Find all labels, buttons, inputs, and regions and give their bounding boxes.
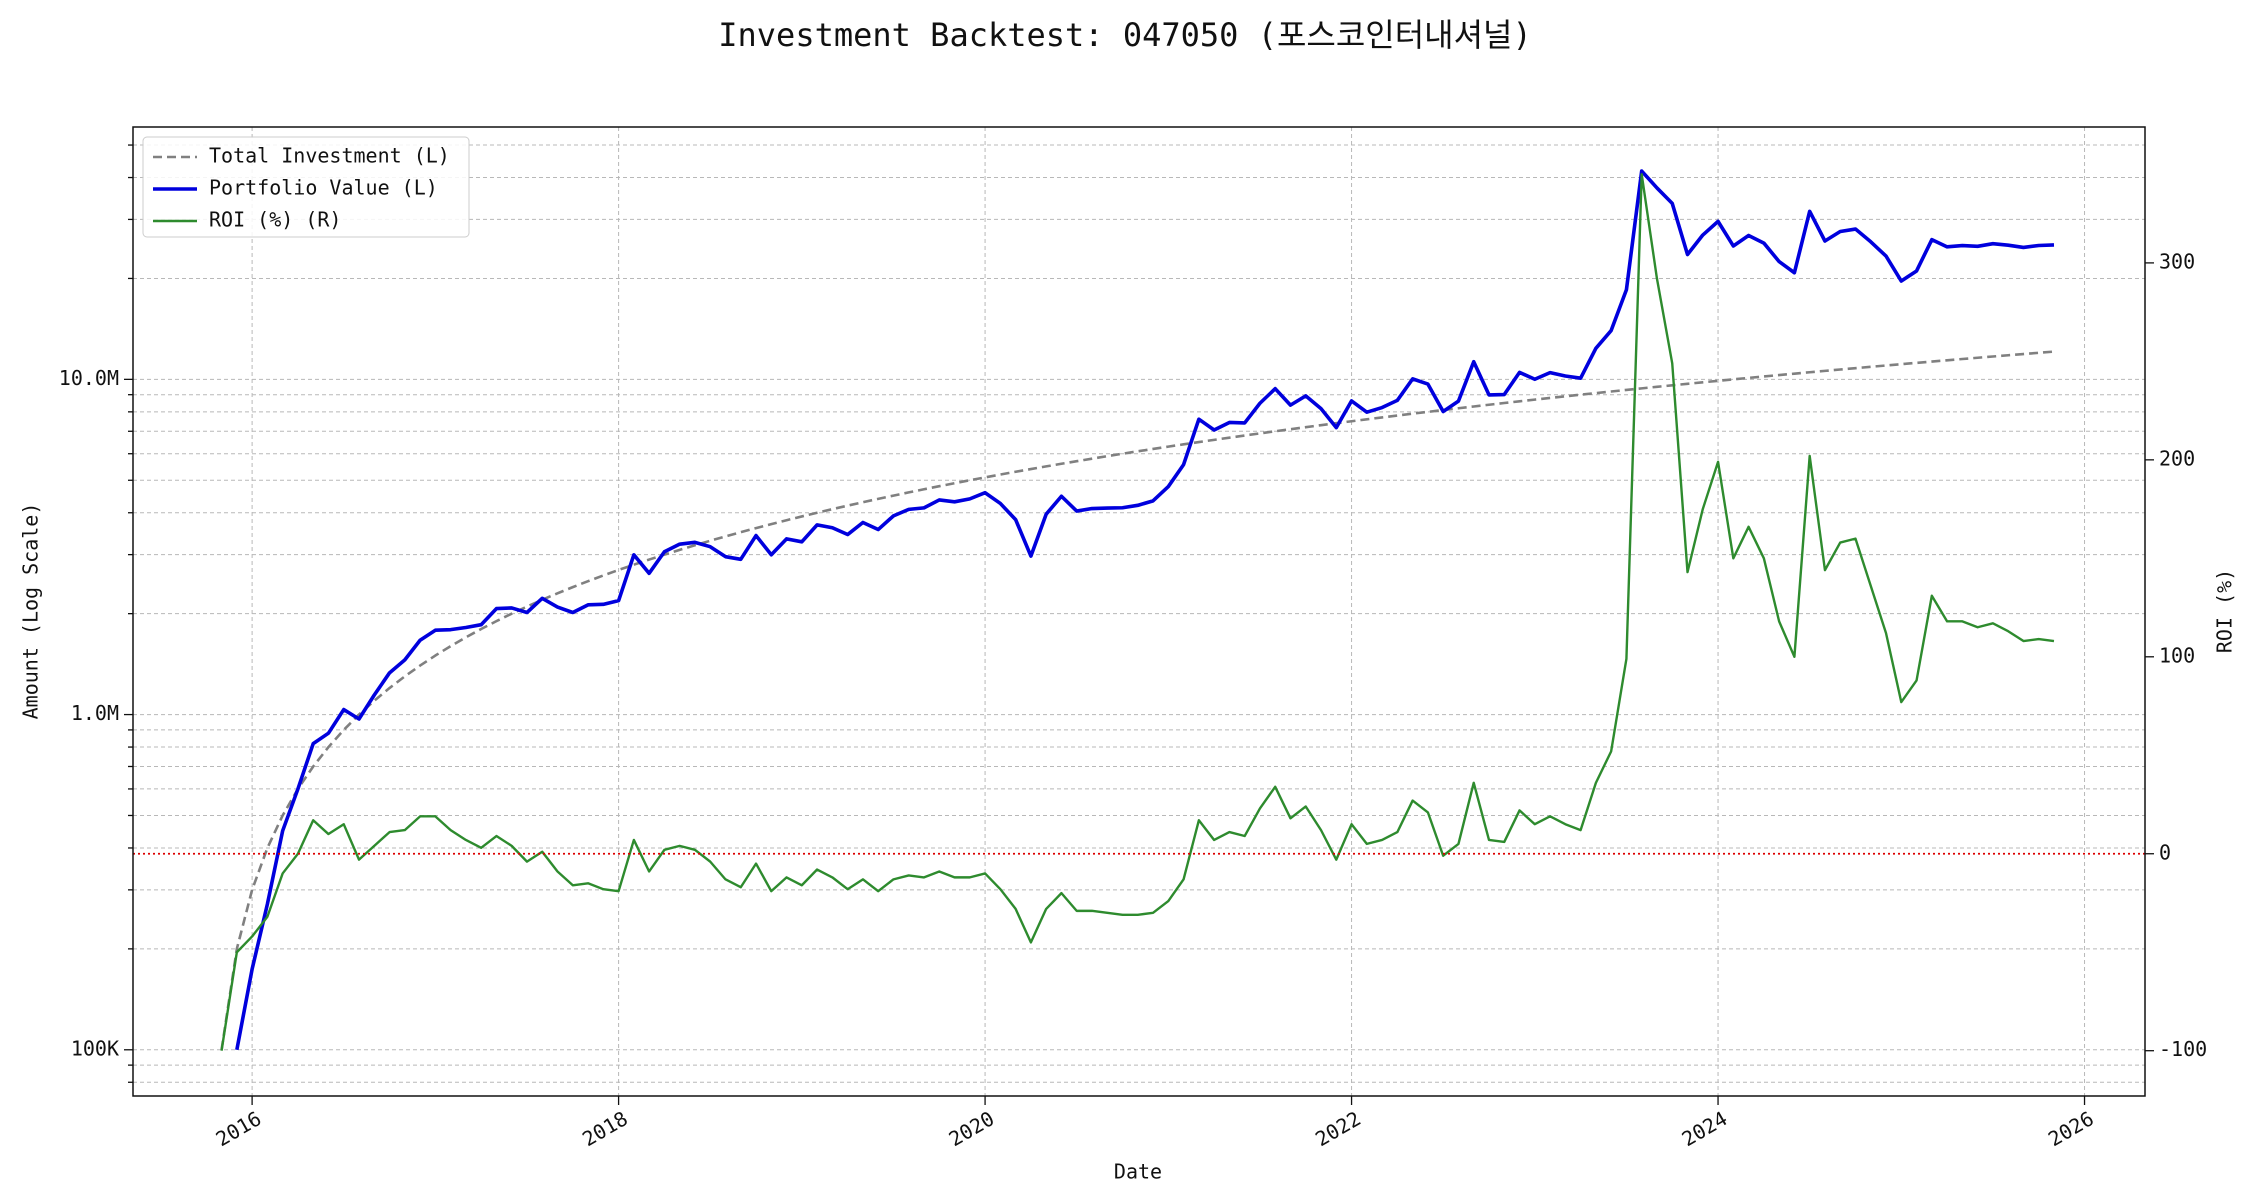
- legend-label: Total Investment (L): [209, 144, 450, 168]
- y2-tick-label: -100: [2159, 1037, 2207, 1061]
- plot-area: [133, 169, 2145, 1051]
- x-axis-label: Date: [1114, 1160, 1162, 1184]
- y-axis-label: Amount (Log Scale): [19, 503, 43, 720]
- legend-label: ROI (%) (R): [209, 208, 341, 232]
- chart-title: Investment Backtest: 047050 (포스코인터내셔널): [718, 16, 1532, 54]
- series-line: [235, 169, 2055, 1051]
- y-tick-label: 1.0M: [71, 701, 119, 725]
- plot-frame: [132, 126, 2146, 1097]
- y2-tick-label: 100: [2159, 643, 2195, 667]
- series-line: [220, 173, 2055, 1051]
- y2-tick-label: 300: [2159, 249, 2195, 273]
- y2-axis-label: ROI (%): [2213, 569, 2237, 653]
- y-tick-label: 10.0M: [59, 366, 119, 390]
- legend: Total Investment (L) Portfolio Value (L) R…: [142, 136, 470, 238]
- y-tick-label: 100K: [71, 1036, 119, 1060]
- y2-tick-label: 0: [2159, 840, 2171, 864]
- y2-tick-label: 200: [2159, 446, 2195, 470]
- legend-label: Portfolio Value (L): [209, 176, 438, 200]
- legend-box: [142, 136, 470, 238]
